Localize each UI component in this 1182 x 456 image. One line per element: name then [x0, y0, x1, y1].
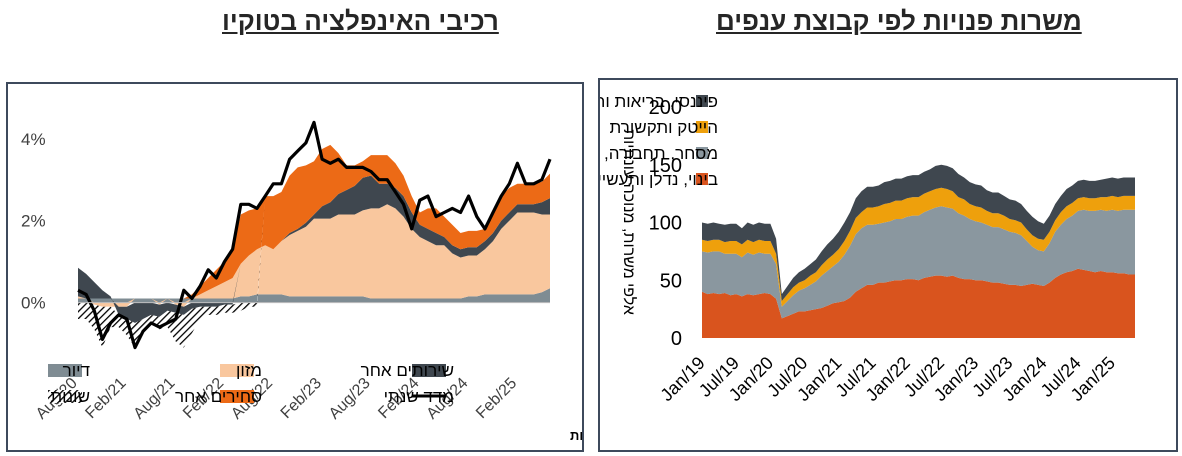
- legend-label: הייטק ותקשורת: [610, 118, 718, 137]
- legend-item-trade: מסחר, תחבורה, מזון ובידור: [527, 144, 718, 163]
- legend-swatch: [696, 173, 708, 185]
- legend-item-housing: דיור: [48, 361, 90, 380]
- y-tick-label: 4%: [21, 130, 46, 149]
- left-chart-title: רכיבי האינפלציה בטוקיו: [222, 6, 499, 36]
- legend-label: מזון: [236, 361, 262, 380]
- y-tick-label: 150: [649, 155, 682, 177]
- legend-label: סחירים אחר: [175, 387, 262, 406]
- legend-swatch: [696, 95, 708, 107]
- y-tick-label: 0%: [21, 294, 46, 313]
- legend-swatch: [696, 121, 708, 133]
- finance-area: [702, 164, 1135, 301]
- legend-item-food: מזון: [220, 361, 262, 380]
- legend-swatch: [48, 364, 82, 377]
- x-tick-label: Aug/21: [131, 375, 179, 423]
- other-goods-area: [78, 144, 550, 299]
- legend-swatch: [696, 147, 708, 159]
- legend-item-misc: שונות: [48, 387, 90, 406]
- legend-label: שונות: [50, 387, 90, 406]
- y-tick-label: 200: [649, 97, 682, 119]
- inflation-chart-panel: 4%2%0%Aug/20Feb/21Aug/21Feb/22Aug/22Feb/…: [6, 82, 782, 452]
- x-tick-label: Aug/23: [326, 375, 374, 423]
- legend-label: מסחר, תחבורה, מזון ובידור: [600, 144, 718, 163]
- y-tick-label: 100: [649, 213, 682, 235]
- source-note: מקור: בלומברג ועיבודי מזרחי טפחות: [570, 428, 582, 443]
- vacancies-chart: 0 50 100 150 200 אלפי משרות, מנוכה עונתיות Jan…: [527, 92, 1135, 405]
- hitech-area: [702, 187, 1135, 307]
- legend-swatch: [220, 390, 254, 403]
- y-axis-title: אלפי משרות, מנוכה עונתיות: [620, 129, 638, 315]
- legend-swatch: [220, 364, 254, 377]
- legend-label: פיננסי, בריאות וחינוך: [600, 92, 718, 111]
- food-area: [78, 204, 550, 307]
- y-tick-label: 0: [671, 328, 682, 350]
- legend-item-index: מדד שנתי: [384, 387, 454, 406]
- annual-index-line: [77, 120, 552, 350]
- misc-area: [78, 144, 550, 348]
- legend-label: בינוי, נדלן ותעשייה: [600, 170, 718, 189]
- y-tick-label: 2%: [21, 212, 46, 231]
- legend-label: מדד שנתי: [384, 387, 454, 406]
- legend-swatch: [412, 364, 446, 377]
- y-tick-label: 50: [660, 270, 682, 292]
- inflation-chart: 4%2%0%Aug/20Feb/21Aug/21Feb/22Aug/22Feb/…: [21, 120, 782, 443]
- x-tick-label: Feb/23: [278, 375, 325, 422]
- legend-item-finance: פיננסי, בריאות וחינוך: [570, 92, 718, 111]
- construction-area: [702, 268, 1135, 338]
- right-chart-title: משרות פנויות לפי קבוצת ענפים: [716, 6, 1082, 36]
- legend-swatch: [48, 390, 82, 403]
- legend-item-other-goods: סחירים אחר: [175, 387, 262, 406]
- housing-area: [78, 288, 550, 303]
- x-tick-label: Jan/19: [656, 353, 708, 405]
- legend-item-other-services: שירותים אחר: [361, 361, 454, 380]
- legend-item-construction: בינוי, נדלן ותעשייה: [587, 170, 718, 189]
- trade-area: [702, 206, 1135, 319]
- other-services-area: [78, 175, 550, 323]
- legend-item-hitech: הייטק ותקשורת: [610, 118, 718, 137]
- legend-label: שירותים אחר: [361, 361, 454, 380]
- legend-label: דיור: [63, 361, 90, 380]
- x-tick-label: Feb/25: [473, 375, 520, 422]
- vacancies-chart-panel: 0 50 100 150 200 אלפי משרות, מנוכה עונתיות Jan…: [527, 78, 1178, 452]
